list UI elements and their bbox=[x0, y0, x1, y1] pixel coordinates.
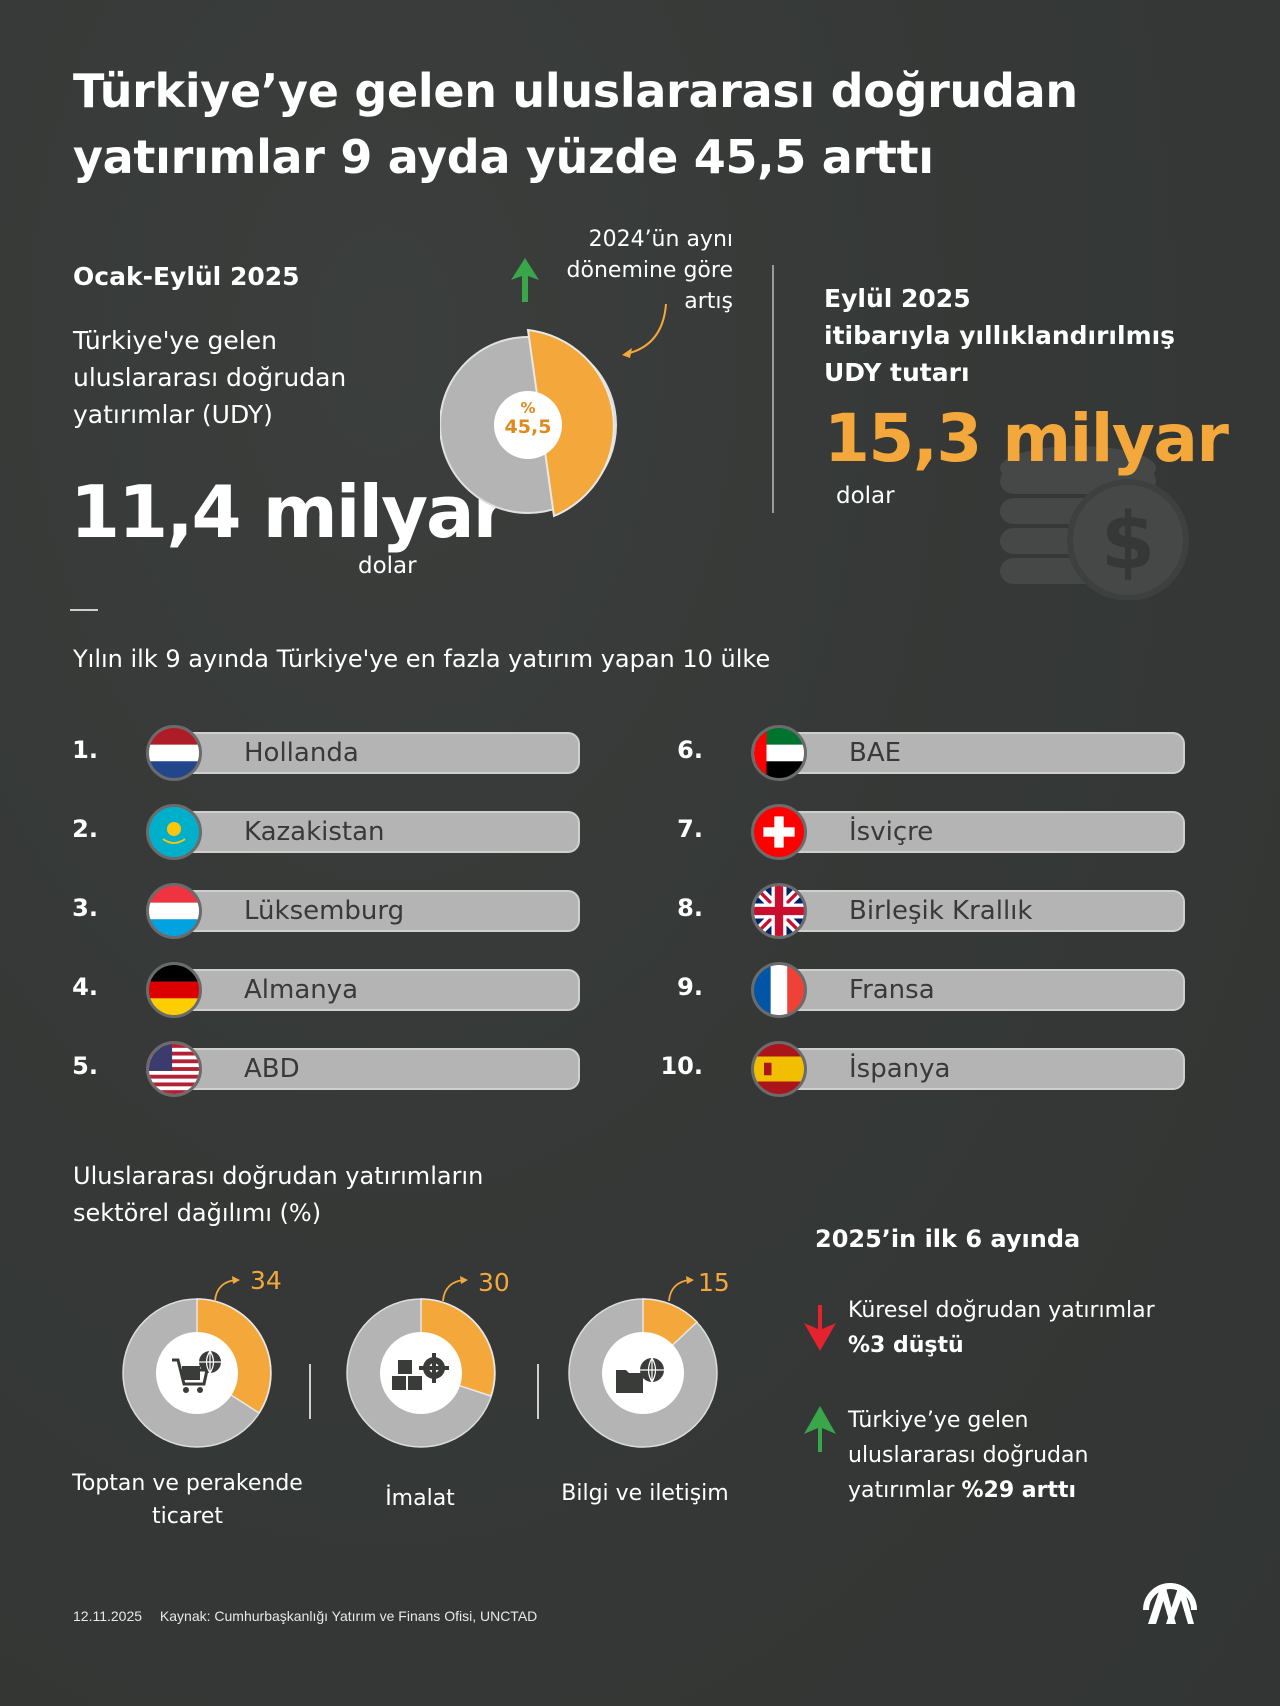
country-rank: 7. bbox=[677, 815, 703, 843]
global-fdi-change: %3 düştü bbox=[848, 1333, 964, 1358]
sector-value-ict: 15 bbox=[698, 1268, 730, 1297]
switzerland-flag-icon bbox=[751, 804, 807, 860]
country-rank: 4. bbox=[72, 973, 98, 1001]
vertical-divider bbox=[772, 265, 774, 513]
annualized-line2: itibarıyla yıllıklandırılmış bbox=[824, 321, 1176, 350]
ytd-unit: dolar bbox=[358, 553, 417, 579]
sector-label-manufacturing: İmalat bbox=[385, 1486, 455, 1511]
ytd-value: 11,4 milyar bbox=[70, 470, 508, 554]
country-rank: 6. bbox=[677, 736, 703, 764]
footer: 12.11.2025 Kaynak: Cumhurbaşkanlığı Yatı… bbox=[73, 1608, 537, 1624]
sector-donut-ict bbox=[568, 1298, 718, 1448]
annualized-label: Eylül 2025 itibarıyla yıllıklandırılmış … bbox=[824, 280, 1244, 391]
country-rank: 9. bbox=[677, 973, 703, 1001]
netherlands-flag-icon bbox=[146, 725, 202, 781]
sector-divider bbox=[309, 1364, 311, 1419]
curved-arrow-icon bbox=[212, 1276, 242, 1302]
uae-flag-icon bbox=[751, 725, 807, 781]
country-name: Birleşik Krallık bbox=[765, 890, 1185, 932]
usa-flag-icon bbox=[146, 1041, 202, 1097]
svg-text:$: $ bbox=[1101, 497, 1155, 587]
up-arrow-icon bbox=[802, 1406, 838, 1452]
h1-2025-title: 2025’in ilk 6 ayında bbox=[815, 1225, 1081, 1253]
france-flag-icon bbox=[751, 962, 807, 1018]
kazakhstan-flag-icon bbox=[146, 804, 202, 860]
sector-title: Uluslararası doğrudan yatırımların sektö… bbox=[73, 1162, 484, 1227]
footer-date: 12.11.2025 bbox=[73, 1608, 143, 1624]
udy-description: Türkiye'ye gelen uluslararası doğrudan y… bbox=[73, 326, 347, 429]
spain-flag-icon bbox=[751, 1041, 807, 1097]
annualized-line3: UDY tutarı bbox=[824, 358, 970, 387]
sector-value-manufacturing: 30 bbox=[478, 1268, 510, 1297]
period-label: Ocak-Eylül 2025 bbox=[73, 262, 300, 291]
section-divider bbox=[70, 609, 98, 611]
global-fdi-note: Küresel doğrudan yatırımlar %3 düştü bbox=[848, 1293, 1218, 1363]
annualized-unit: dolar bbox=[836, 483, 895, 509]
country-rank: 3. bbox=[72, 894, 98, 922]
compare-note: 2024’ün aynı dönemine göre artış bbox=[566, 227, 733, 314]
country-name: Kazakistan bbox=[160, 811, 580, 853]
footer-source: Kaynak: Cumhurbaşkanlığı Yatırım ve Fina… bbox=[159, 1608, 538, 1624]
curved-arrow-icon bbox=[666, 1276, 696, 1302]
sector-label-ict: Bilgi ve iletişim bbox=[561, 1481, 729, 1506]
country-name: Lüksemburg bbox=[160, 890, 580, 932]
country-rank: 8. bbox=[677, 894, 703, 922]
curved-arrow-icon bbox=[618, 302, 670, 360]
annualized-line1: Eylül 2025 bbox=[824, 284, 971, 313]
sector-label-trade: Toptan ve perakende ticaret bbox=[72, 1471, 303, 1529]
global-fdi-text: Küresel doğrudan yatırımlar bbox=[848, 1298, 1155, 1323]
country-name: Fransa bbox=[765, 969, 1185, 1011]
sector-donut-manufacturing bbox=[346, 1298, 496, 1448]
country-name: İsviçre bbox=[765, 811, 1185, 853]
aa-logo-icon bbox=[1140, 1570, 1200, 1626]
germany-flag-icon bbox=[146, 962, 202, 1018]
country-name: ABD bbox=[160, 1048, 580, 1090]
sector-divider bbox=[537, 1364, 539, 1419]
turkey-fdi-text: Türkiye’ye gelen uluslararası doğrudan y… bbox=[848, 1408, 1089, 1503]
sector-donut-trade bbox=[122, 1298, 272, 1448]
luxembourg-flag-icon bbox=[146, 883, 202, 939]
increase-value: 45,5 bbox=[504, 416, 552, 438]
country-name: BAE bbox=[765, 732, 1185, 774]
coins-dollar-icon: $ bbox=[998, 410, 1193, 601]
country-rank: 10. bbox=[660, 1052, 703, 1080]
sector-value-trade: 34 bbox=[250, 1266, 282, 1295]
country-rank: 2. bbox=[72, 815, 98, 843]
turkey-fdi-change: %29 arttı bbox=[961, 1478, 1077, 1503]
increase-donut-chart: % 45,5 bbox=[439, 328, 625, 520]
increase-percent-symbol: % bbox=[520, 399, 536, 417]
curved-arrow-icon bbox=[440, 1276, 470, 1302]
country-name: Hollanda bbox=[160, 732, 580, 774]
up-arrow-icon bbox=[505, 256, 545, 304]
turkey-fdi-note: Türkiye’ye gelen uluslararası doğrudan y… bbox=[848, 1403, 1148, 1508]
page-title: Türkiye’ye gelen uluslararası doğrudan y… bbox=[73, 64, 1078, 184]
down-arrow-icon bbox=[802, 1305, 838, 1351]
country-rank: 1. bbox=[72, 736, 98, 764]
country-name: Almanya bbox=[160, 969, 580, 1011]
top-countries-title: Yılın ilk 9 ayında Türkiye'ye en fazla y… bbox=[73, 645, 771, 673]
uk-flag-icon bbox=[751, 883, 807, 939]
country-rank: 5. bbox=[72, 1052, 98, 1080]
annualized-value: 15,3 milyar bbox=[824, 400, 1229, 477]
country-name: İspanya bbox=[765, 1048, 1185, 1090]
